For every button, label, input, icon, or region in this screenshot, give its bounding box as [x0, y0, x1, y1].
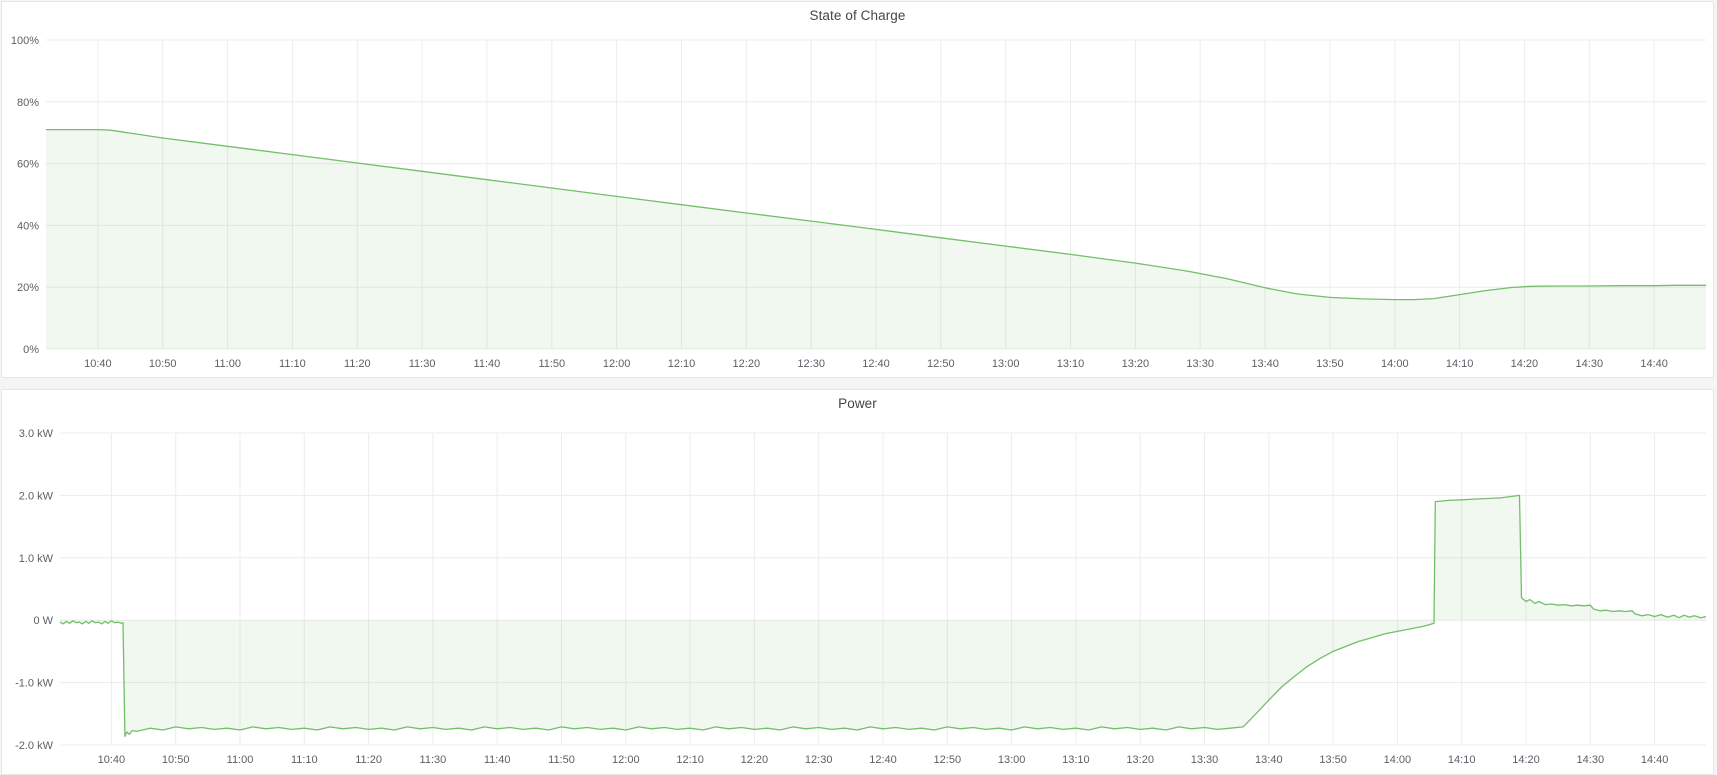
x-tick-label: 11:50 [548, 754, 575, 766]
y-tick-label: 100% [11, 35, 39, 47]
x-tick-label: 12:10 [668, 358, 696, 370]
state-of-charge-chart[interactable]: 100% 80% 60% 40% 20% 0% 10:40 10:50 11:00 11:10 11… [2, 28, 1713, 377]
x-tick-label: 11:10 [279, 358, 306, 370]
x-tick-label: 13:40 [1255, 754, 1283, 766]
x-tick-label: 14:00 [1381, 358, 1409, 370]
series-fill [46, 129, 1706, 349]
x-tick-label: 14:10 [1446, 358, 1474, 370]
panel-header: State of Charge [2, 2, 1713, 28]
y-tick-label: 60% [17, 159, 39, 171]
panel-state-of-charge: State of Charge 100% 80% 60% 40% 20% 0% 10:40 1… [1, 1, 1714, 378]
x-tick-label: 13:20 [1126, 754, 1154, 766]
x-tick-label: 14:20 [1511, 358, 1539, 370]
y-tick-label: 20% [17, 282, 39, 294]
x-tick-label: 11:50 [538, 358, 565, 370]
series-line [46, 128, 1706, 301]
x-tick-label: 12:30 [805, 754, 833, 766]
x-tick-label: 11:00 [227, 754, 254, 766]
x-tick-label: 13:10 [1062, 754, 1090, 766]
y-tick-label: 2.0 kW [19, 490, 54, 502]
series-line [59, 494, 1707, 737]
x-tick-label: 12:30 [797, 358, 825, 370]
x-tick-label: 11:00 [214, 358, 241, 370]
x-tick-label: 12:50 [927, 358, 955, 370]
x-tick-label: 11:20 [344, 358, 371, 370]
x-tick-label: 14:30 [1577, 754, 1605, 766]
panel-header: Power [2, 390, 1713, 416]
x-tick-label: 13:30 [1191, 754, 1219, 766]
x-tick-label: 14:10 [1448, 754, 1476, 766]
x-tick-label: 10:50 [149, 358, 177, 370]
x-tick-label: 10:50 [162, 754, 190, 766]
y-tick-label: 3.0 kW [19, 428, 54, 440]
power-chart[interactable]: 3.0 kW 2.0 kW 1.0 kW 0 W -1.0 kW -2.0 kW 10:40… [2, 416, 1713, 774]
x-tick-label: 11:30 [409, 358, 436, 370]
x-tick-label: 12:40 [869, 754, 897, 766]
x-tick-label: 12:00 [612, 754, 640, 766]
y-tick-label: 0 W [33, 615, 53, 627]
x-tick-label: 13:10 [1057, 358, 1085, 370]
x-tick-label: 12:40 [862, 358, 890, 370]
x-tick-label: 11:40 [484, 754, 511, 766]
x-tick-label: 14:30 [1576, 358, 1604, 370]
x-tick-label: 13:40 [1251, 358, 1279, 370]
panel-title-state-of-charge[interactable]: State of Charge [809, 7, 906, 23]
x-tick-label: 10:40 [98, 754, 126, 766]
x-tick-label: 12:00 [603, 358, 631, 370]
x-tick-label: 11:10 [291, 754, 318, 766]
x-tick-label: 11:40 [474, 358, 501, 370]
x-tick-label: 14:40 [1640, 358, 1668, 370]
y-tick-label: 80% [17, 97, 39, 109]
x-tick-label: 12:10 [676, 754, 704, 766]
x-tick-label: 13:50 [1316, 358, 1344, 370]
x-tick-label: 14:20 [1512, 754, 1540, 766]
x-tick-label: 11:20 [355, 754, 382, 766]
x-tick-label: 13:00 [992, 358, 1020, 370]
x-tick-label: 13:50 [1319, 754, 1347, 766]
x-tick-label: 14:00 [1384, 754, 1412, 766]
y-tick-label: -1.0 kW [15, 678, 54, 690]
panel-title-power[interactable]: Power [838, 395, 877, 411]
x-tick-label: 12:20 [733, 358, 761, 370]
y-tick-label: 1.0 kW [19, 553, 54, 565]
y-tick-label: 0% [23, 344, 39, 356]
chart-canvas-state-of-charge[interactable]: 100% 80% 60% 40% 20% 0% 10:40 10:50 11:00 11:10 11… [2, 28, 1713, 377]
y-tick-label: -2.0 kW [15, 740, 54, 752]
x-tick-label: 12:20 [741, 754, 769, 766]
panel-power: Power 3.0 kW 2.0 kW 1.0 kW 0 W -1.0 kW -2.0 k… [1, 389, 1714, 775]
x-tick-label: 13:00 [998, 754, 1026, 766]
x-tick-label: 13:20 [1122, 358, 1150, 370]
x-tick-label: 11:30 [420, 754, 447, 766]
x-tick-label: 12:50 [934, 754, 962, 766]
y-tick-label: 40% [17, 220, 39, 232]
x-tick-label: 13:30 [1186, 358, 1214, 370]
x-tick-label: 14:40 [1641, 754, 1669, 766]
chart-canvas-power[interactable]: 3.0 kW 2.0 kW 1.0 kW 0 W -1.0 kW -2.0 kW 10:40… [2, 416, 1713, 774]
x-tick-label: 10:40 [84, 358, 112, 370]
